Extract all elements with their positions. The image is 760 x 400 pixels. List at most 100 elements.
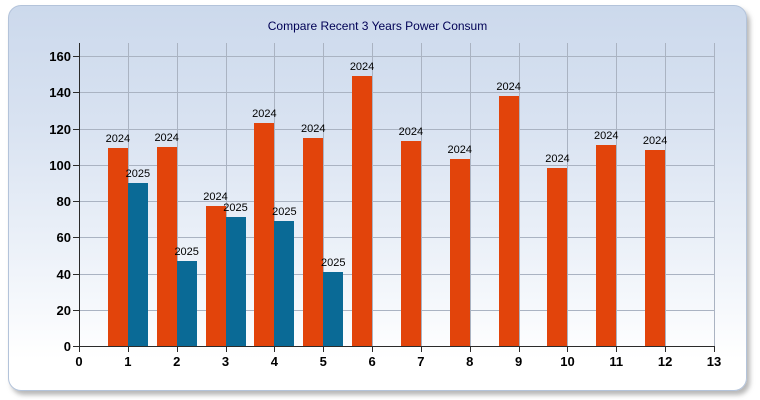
bar-2025-month-3 <box>225 217 246 346</box>
x-axis-tick-label: 3 <box>221 354 230 369</box>
bar-2025-month-1 <box>127 182 148 346</box>
bar-2024-month-6 <box>352 75 373 346</box>
gridline-vertical <box>469 43 471 346</box>
gridline-horizontal <box>79 309 714 311</box>
x-axis-tick-label: 1 <box>124 354 132 369</box>
x-axis-tick-label: 0 <box>75 354 83 369</box>
y-axis-tick-label: 60 <box>56 230 71 246</box>
x-axis-tick <box>127 347 129 352</box>
bar-label-2025-month-3: 2025 <box>223 202 248 215</box>
bar-label-2025-month-2: 2025 <box>174 245 199 258</box>
gridline-horizontal <box>79 273 714 275</box>
x-axis-tick-label: 7 <box>417 354 425 369</box>
y-axis-tick-label: 40 <box>56 266 71 282</box>
gridline-horizontal <box>79 237 714 239</box>
y-axis-tick <box>73 201 79 202</box>
y-axis-tick <box>73 56 79 57</box>
x-axis-tick <box>274 347 276 352</box>
gridline-horizontal <box>79 92 714 94</box>
y-axis-tick-label: 0 <box>63 339 71 354</box>
bar-label-2024-month-3: 2024 <box>203 191 228 204</box>
bar-label-2024-month-10: 2024 <box>545 153 570 166</box>
gridline-vertical <box>372 43 374 346</box>
y-axis-line <box>79 43 80 347</box>
gridline-vertical <box>274 43 276 346</box>
gridline-vertical <box>567 43 569 346</box>
bar-2024-month-3 <box>205 206 226 346</box>
gridline-vertical <box>323 43 325 346</box>
bar-label-2024-month-11: 2024 <box>594 129 619 142</box>
gridline-vertical <box>665 43 667 346</box>
bar-label-2024-month-8: 2024 <box>447 144 472 157</box>
x-axis-tick <box>567 347 569 352</box>
bar-2024-month-2 <box>156 146 177 346</box>
y-axis-tick <box>73 128 79 130</box>
x-axis-tick <box>665 347 667 352</box>
bar-2024-month-1 <box>107 148 128 346</box>
gridline-vertical <box>420 43 422 346</box>
gridline-vertical <box>714 43 715 346</box>
bar-label-2024-month-6: 2024 <box>349 60 375 73</box>
x-axis-tick <box>372 347 374 352</box>
x-axis-tick <box>518 347 520 352</box>
bar-label-2024-month-4: 2024 <box>252 108 277 121</box>
x-axis-tick-label: 12 <box>657 354 673 369</box>
x-axis-tick-label: 11 <box>609 354 624 369</box>
y-axis-tick-label: 100 <box>49 157 71 173</box>
gridline-vertical <box>225 43 227 346</box>
bar-label-2025-month-1: 2025 <box>125 167 151 180</box>
x-axis-tick <box>616 347 618 352</box>
bar-label-2024-month-5: 2024 <box>300 122 326 135</box>
y-axis-tick-label: 20 <box>56 302 71 318</box>
x-axis-tick-label: 10 <box>560 354 575 369</box>
bar-label-2024-month-1: 2024 <box>105 133 131 146</box>
gridline-horizontal <box>79 201 714 202</box>
x-axis-tick-label: 2 <box>173 354 181 369</box>
bar-2024-month-5 <box>303 137 324 346</box>
y-axis-tick <box>73 346 79 347</box>
y-axis-tick-label: 140 <box>49 85 71 101</box>
x-axis-tick <box>79 347 80 352</box>
bar-2025-month-2 <box>176 260 197 346</box>
x-axis-line <box>79 346 715 347</box>
x-axis-tick-label: 9 <box>514 354 523 369</box>
gridline-horizontal <box>79 164 714 166</box>
bar-label-2024-month-2: 2024 <box>154 131 179 144</box>
gridline-horizontal <box>79 56 714 57</box>
bar-2024-month-7 <box>400 141 421 346</box>
gridline-horizontal <box>79 128 714 130</box>
gridline-vertical <box>176 43 178 346</box>
bar-2024-month-11 <box>596 144 617 346</box>
chart-panel: Compare Recent 3 Years Power Consum 0 20 4… <box>8 5 747 391</box>
x-axis-tick <box>176 347 178 352</box>
bar-2025-month-4 <box>274 220 295 346</box>
y-axis-tick <box>73 164 79 166</box>
bar-label-2024-month-9: 2024 <box>496 80 521 93</box>
bar-2024-month-12 <box>645 150 666 346</box>
y-axis-tick <box>73 92 79 94</box>
bar-2024-month-4 <box>254 123 275 346</box>
x-axis-tick-label: 4 <box>270 354 278 369</box>
gridline-vertical <box>616 43 618 346</box>
bar-2024-month-8 <box>449 159 470 346</box>
bar-label-2025-month-4: 2025 <box>272 205 297 218</box>
x-axis-tick-label: 8 <box>466 354 474 369</box>
bar-label-2024-month-12: 2024 <box>642 135 668 148</box>
bar-2025-month-5 <box>323 271 344 346</box>
gridline-vertical <box>518 43 520 346</box>
y-axis-tick <box>73 273 79 275</box>
y-axis-tick <box>73 237 79 239</box>
bar-2024-month-9 <box>498 95 519 346</box>
bar-2024-month-10 <box>547 168 568 346</box>
x-axis-tick <box>469 347 471 352</box>
y-axis-tick <box>73 309 79 311</box>
bar-label-2025-month-5: 2025 <box>320 256 346 269</box>
bar-label-2024-month-7: 2024 <box>398 126 424 139</box>
plot-area: 0 20 40 60 80 100 120 140 160 0 1 2 3 4 5 6 7 8 9 10 11 12 13 2… <box>49 43 721 369</box>
y-axis-tick-label: 80 <box>56 194 71 209</box>
x-axis-tick <box>420 347 422 352</box>
x-axis-tick-label: 13 <box>706 354 722 369</box>
y-axis-tick-label: 120 <box>49 121 71 137</box>
x-axis-tick <box>714 347 715 352</box>
chart-title: Compare Recent 3 Years Power Consum <box>267 19 488 33</box>
